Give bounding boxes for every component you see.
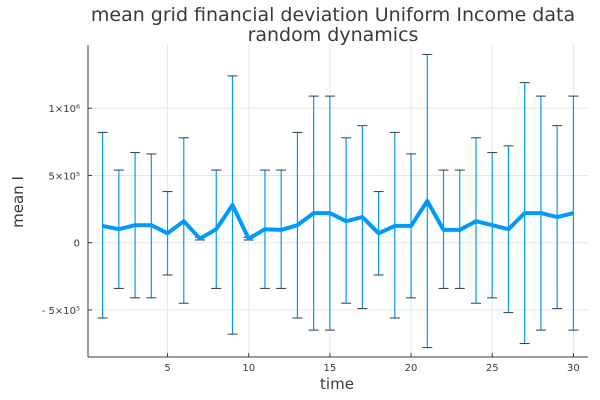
- y-tick-label: 1×10⁶: [49, 104, 80, 115]
- y-axis-label: mean I: [9, 176, 27, 228]
- series-line: [102, 199, 574, 241]
- grid-lines: [88, 45, 588, 357]
- y-tick-label: 5×10⁵: [49, 171, 80, 182]
- x-tick-label: 30: [567, 363, 580, 374]
- x-tick-label: 5: [164, 363, 170, 374]
- y-tick-label: 0: [74, 239, 80, 250]
- chart-title-line-2: random dynamics: [248, 24, 419, 46]
- x-tick-label: 20: [405, 363, 418, 374]
- y-tick-label: - 5×10⁵: [42, 306, 80, 317]
- x-axis-label: time: [320, 375, 354, 393]
- x-tick-label: 25: [486, 363, 499, 374]
- x-tick-label: 10: [242, 363, 255, 374]
- error-bars: [97, 53, 579, 349]
- x-tick-label: 15: [324, 363, 337, 374]
- chart-title-line-1: mean grid financial deviation Uniform In…: [91, 4, 575, 26]
- series-line-layer: [102, 199, 574, 241]
- tick-labels: 5 10 15 20 25 30 - 5×10⁵ 0 5×10⁵ 1×10⁶: [42, 104, 580, 374]
